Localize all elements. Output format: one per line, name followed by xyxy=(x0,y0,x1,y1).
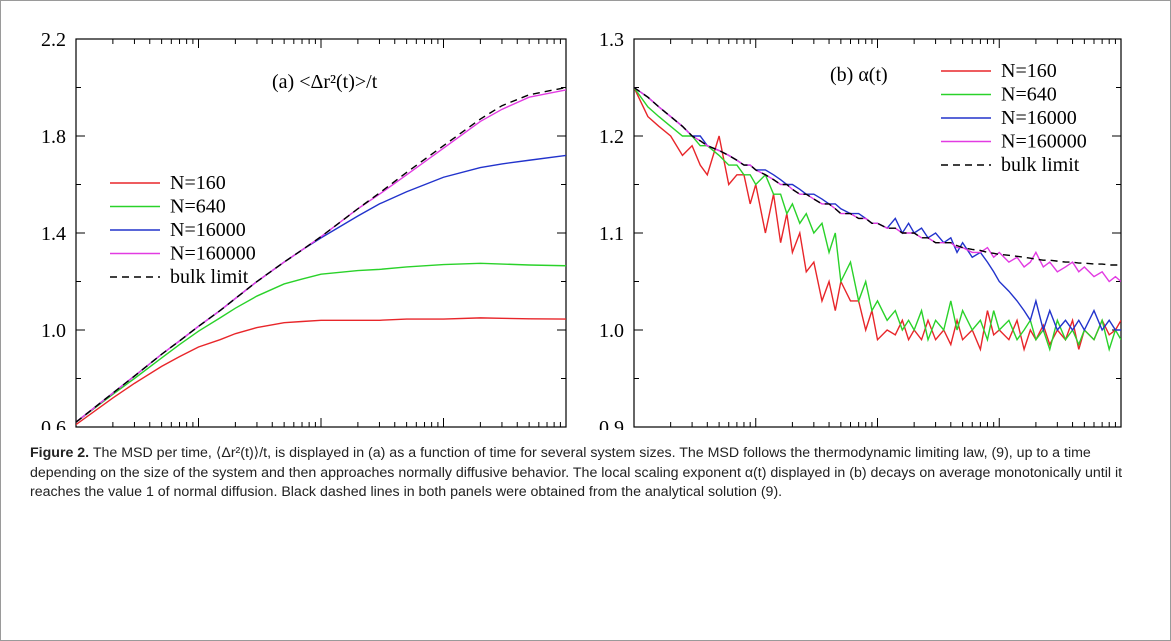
y-tick-label: 1.2 xyxy=(599,126,624,148)
series-line-n-16000 xyxy=(76,155,566,422)
y-tick-label: 2.2 xyxy=(41,29,66,51)
y-tick-label: 1.1 xyxy=(599,223,624,245)
series-line-n-640 xyxy=(76,263,566,422)
legend-label: N=160 xyxy=(170,172,226,194)
figure-caption: Figure 2. The MSD per time, ⟨Δr²(t)⟩/t, … xyxy=(30,444,1140,503)
legend-label: bulk limit xyxy=(170,266,249,288)
legend-label: bulk limit xyxy=(1001,154,1080,176)
legend-label: N=640 xyxy=(1001,84,1057,106)
legend-label: N=16000 xyxy=(170,219,246,241)
legend-label: N=16000 xyxy=(1001,107,1077,129)
series-line-n-160 xyxy=(76,318,566,425)
panel-label: (b) α(t) xyxy=(830,64,888,86)
plot-frame xyxy=(76,39,566,427)
y-tick-label: 1.8 xyxy=(41,126,66,148)
series-line-n-160000 xyxy=(76,90,566,422)
legend-label: N=640 xyxy=(170,196,226,218)
legend-label: N=160000 xyxy=(1001,131,1087,153)
y-tick-label: 1.3 xyxy=(599,29,624,51)
legend-label: N=160 xyxy=(1001,60,1057,82)
caption-text: The MSD per time, ⟨Δr²(t)⟩/t, is display… xyxy=(30,445,1122,500)
panel-b: 10⁰10¹10²10³10⁴0.91.01.11.21.3t(b) α(t)N… xyxy=(599,29,1135,430)
caption-label: Figure 2. xyxy=(30,445,89,461)
panel-label: (a) <Δr²(t)>/t xyxy=(272,71,378,93)
y-tick-label: 1.0 xyxy=(41,320,66,342)
panel-a: 10⁰10¹10²10³10⁴0.61.01.41.82.2t(a) <Δr²(… xyxy=(41,29,580,430)
series-line-bulk-limit xyxy=(76,88,566,423)
legend-label: N=160000 xyxy=(170,243,256,265)
y-tick-label: 0.9 xyxy=(599,417,624,430)
y-tick-label: 0.6 xyxy=(41,417,66,430)
figure-plots: 10⁰10¹10²10³10⁴0.61.01.41.82.2t(a) <Δr²(… xyxy=(0,0,1171,430)
y-tick-label: 1.0 xyxy=(599,320,624,342)
y-tick-label: 1.4 xyxy=(41,223,66,245)
